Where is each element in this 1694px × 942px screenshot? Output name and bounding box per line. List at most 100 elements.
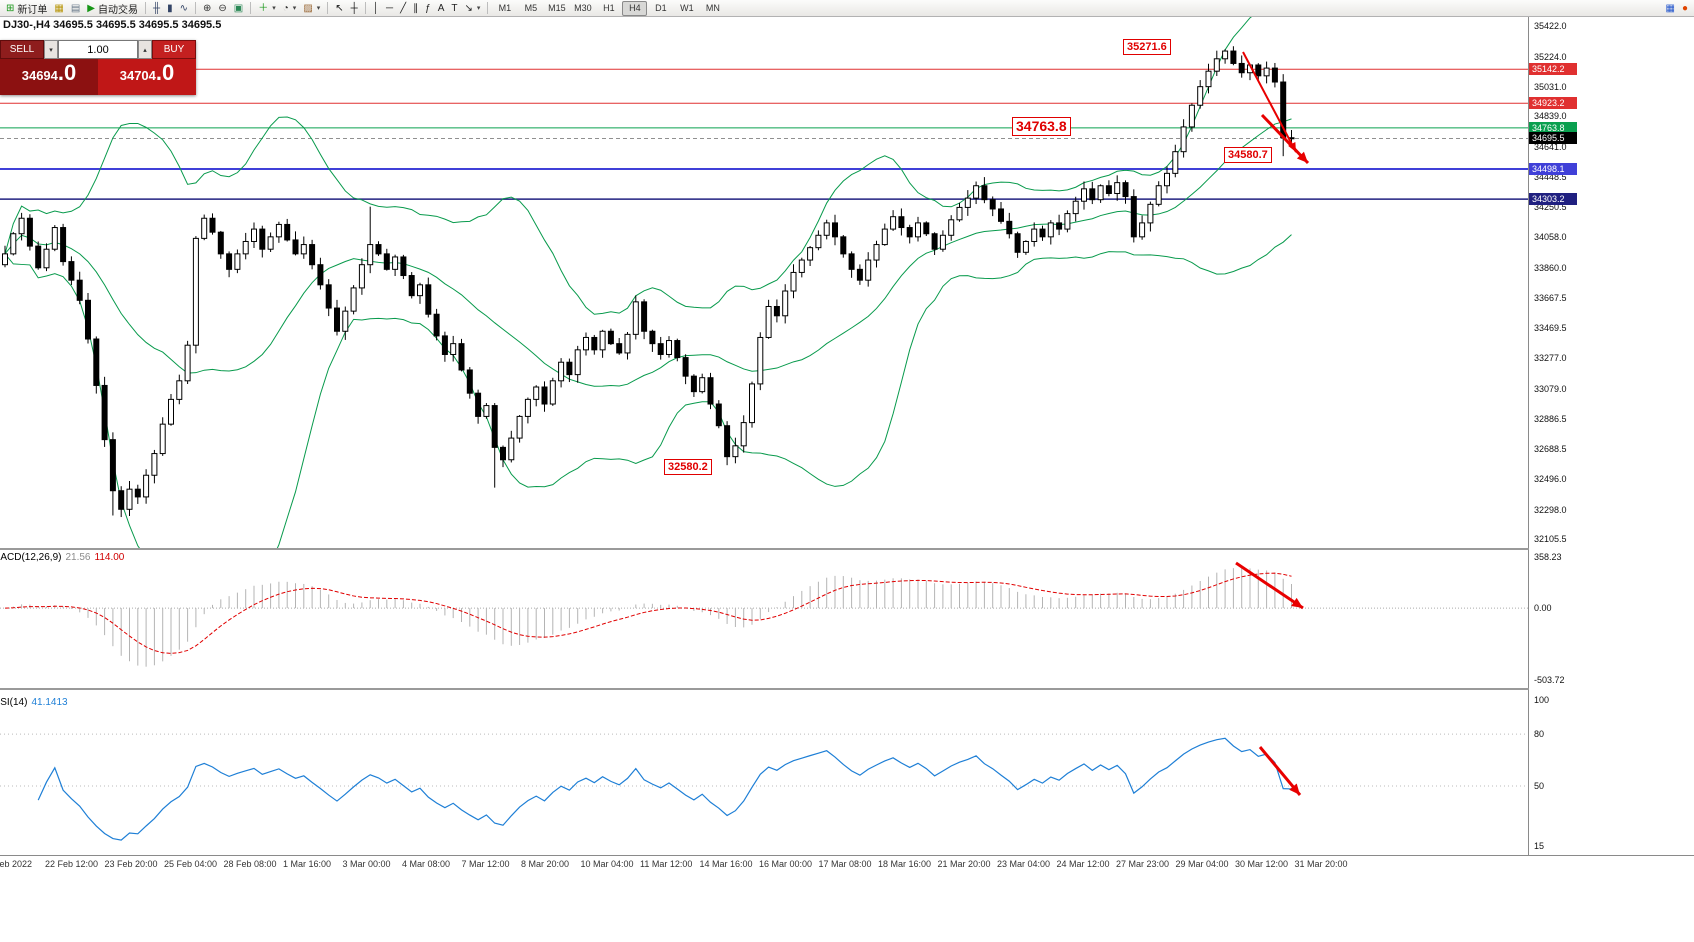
price-axis-label: 33667.5 xyxy=(1534,292,1567,303)
axis-separator xyxy=(1528,17,1529,855)
tile-windows-icon: ▣ xyxy=(233,2,244,14)
auto-trading-button[interactable]: ▶ 自动交易 xyxy=(84,1,141,16)
horizontal-line-icon: ─ xyxy=(386,2,394,14)
time-axis-label: 10 Mar 04:00 xyxy=(580,859,634,869)
price-axis-label: 35422.0 xyxy=(1534,20,1567,31)
price-axis-label: 34641.0 xyxy=(1534,141,1567,152)
channel-button[interactable]: ∥ xyxy=(410,1,421,16)
vertical-line-button[interactable]: │ xyxy=(370,1,382,16)
macd-axis-label: -503.72 xyxy=(1534,674,1565,685)
volume-decrease-button[interactable]: ▾ xyxy=(44,40,58,59)
time-axis-label: 11 Mar 12:00 xyxy=(640,859,693,869)
rsi-axis-label: 15 xyxy=(1534,841,1545,852)
line-chart-button[interactable]: ∿ xyxy=(177,1,191,16)
macd-panel-canvas[interactable] xyxy=(0,551,1528,688)
dropdown-arrow-icon: ▾ xyxy=(316,5,321,12)
auto-trading-icon: ▶ xyxy=(87,2,95,14)
time-axis-label: 27 Mar 23:00 xyxy=(1116,859,1170,869)
panel-splitter[interactable] xyxy=(0,548,1694,550)
price-axis-label: 34448.5 xyxy=(1534,171,1567,182)
record-icon: ● xyxy=(1681,2,1688,14)
rsi-panel-canvas[interactable] xyxy=(0,691,1528,855)
arrows-button[interactable]: ↘ ▾ xyxy=(461,1,483,16)
price-axis-label: 35031.0 xyxy=(1534,81,1567,92)
time-axis-label: 30 Mar 12:00 xyxy=(1235,859,1289,869)
time-axis-label: 8 Mar 20:00 xyxy=(521,859,570,869)
zoom-out-button[interactable]: ⊖ xyxy=(215,1,229,16)
price-axis-label: 34839.0 xyxy=(1534,111,1567,122)
dropdown-arrow-icon: ▾ xyxy=(292,5,297,12)
charts-button[interactable]: ▦ xyxy=(51,1,66,16)
time-axis-label: Feb 2022 xyxy=(0,859,33,869)
record-button[interactable]: ● xyxy=(1679,1,1691,16)
main-chart-canvas[interactable] xyxy=(0,17,1528,548)
vertical-line-icon: │ xyxy=(372,2,380,14)
time-axis-label: 17 Mar 08:00 xyxy=(818,859,872,869)
price-axis-label: 34250.5 xyxy=(1534,202,1567,213)
time-axis-label: 31 Mar 20:00 xyxy=(1294,859,1348,869)
tile-windows-button[interactable]: ▣ xyxy=(231,1,246,16)
price-label[interactable]: 34580.7 xyxy=(1224,147,1272,163)
time-axis-label: 7 Mar 12:00 xyxy=(461,859,510,869)
timeframe-w1-button[interactable]: W1 xyxy=(674,1,699,16)
new-order-icon: ⊞ xyxy=(6,2,15,14)
crosshair-icon: ┼ xyxy=(350,2,358,14)
chart-annotations-layer: 35271.6 34763.8 34580.7 32580.2 xyxy=(0,17,1528,548)
price-label[interactable]: 32580.2 xyxy=(664,459,712,475)
timeframe-m5-button[interactable]: M5 xyxy=(518,1,543,16)
crosshair-button[interactable]: ┼ xyxy=(348,1,361,16)
bar-chart-button[interactable]: ╫ xyxy=(150,1,163,16)
chart-shift-button[interactable]: ▦ xyxy=(1663,1,1678,16)
timeframe-h1-button[interactable]: H1 xyxy=(596,1,621,16)
price-axis-label: 34058.0 xyxy=(1534,232,1567,243)
price-tag: 35142.2 xyxy=(1529,63,1577,76)
price-axis: 35422.0 35224.0 35031.0 34839.0 34641.0 34448… xyxy=(1529,17,1694,855)
cursor-button[interactable]: ↖ xyxy=(332,1,346,16)
indicators-add-icon: ＋ xyxy=(258,2,269,14)
price-label[interactable]: 34763.8 xyxy=(1012,117,1071,136)
charts-icon: ▦ xyxy=(54,2,64,14)
zoom-in-button[interactable]: ⊕ xyxy=(200,1,214,16)
toolbar-separator xyxy=(364,2,366,14)
trendline-icon: ╱ xyxy=(400,2,407,14)
timeframe-d1-button[interactable]: D1 xyxy=(648,1,673,16)
text-icon: A xyxy=(437,2,445,14)
toolbar-separator xyxy=(195,2,196,14)
fibonacci-button[interactable]: ƒ xyxy=(422,1,434,16)
time-axis-label: 3 Mar 00:00 xyxy=(342,859,391,869)
periods-icon: ◔ xyxy=(282,2,289,14)
sell-price[interactable]: 34694.0 xyxy=(0,59,98,95)
candle-chart-button[interactable]: ▮ xyxy=(164,1,176,16)
text-label-button[interactable]: T xyxy=(448,1,460,16)
volume-input[interactable] xyxy=(59,41,137,58)
profiles-button[interactable]: ▤ xyxy=(68,1,83,16)
panel-splitter[interactable] xyxy=(0,688,1694,690)
volume-increase-button[interactable]: ▴ xyxy=(138,40,152,59)
price-axis-label: 32105.5 xyxy=(1534,534,1567,545)
templates-button[interactable]: ▨ ▾ xyxy=(300,1,323,16)
price-tag: 34763.8 xyxy=(1529,121,1577,134)
trendline-button[interactable]: ╱ xyxy=(397,1,409,16)
price-axis-label: 32688.5 xyxy=(1534,444,1567,455)
timeframe-m1-button[interactable]: M1 xyxy=(492,1,517,16)
price-label[interactable]: 35271.6 xyxy=(1123,39,1171,55)
bar-chart-icon: ╫ xyxy=(153,2,161,14)
price-axis-label: 33469.5 xyxy=(1534,323,1567,334)
horizontal-line-button[interactable]: ─ xyxy=(383,1,396,16)
new-order-button[interactable]: ⊞ 新订单 xyxy=(3,1,50,16)
cursor-icon: ↖ xyxy=(335,2,344,14)
candle-chart-icon: ▮ xyxy=(167,2,173,14)
timeframe-h4-button[interactable]: H4 xyxy=(622,0,648,16)
timeframe-m30-button[interactable]: M30 xyxy=(570,1,595,16)
buy-button[interactable]: BUY xyxy=(152,40,196,59)
sell-button[interactable]: SELL xyxy=(0,40,44,59)
dropdown-arrow-icon: ▾ xyxy=(272,5,276,12)
periods-button[interactable]: ◔ ▾ xyxy=(280,1,300,16)
timeframe-m15-button[interactable]: M15 xyxy=(544,1,569,16)
timeframe-mn-button[interactable]: MN xyxy=(700,1,725,16)
text-button[interactable]: A xyxy=(435,1,448,16)
buy-price[interactable]: 34704.0 xyxy=(98,59,196,95)
time-axis-label: 1 Mar 16:00 xyxy=(283,859,332,869)
indicators-add-button[interactable]: ＋ ▾ xyxy=(255,1,279,16)
